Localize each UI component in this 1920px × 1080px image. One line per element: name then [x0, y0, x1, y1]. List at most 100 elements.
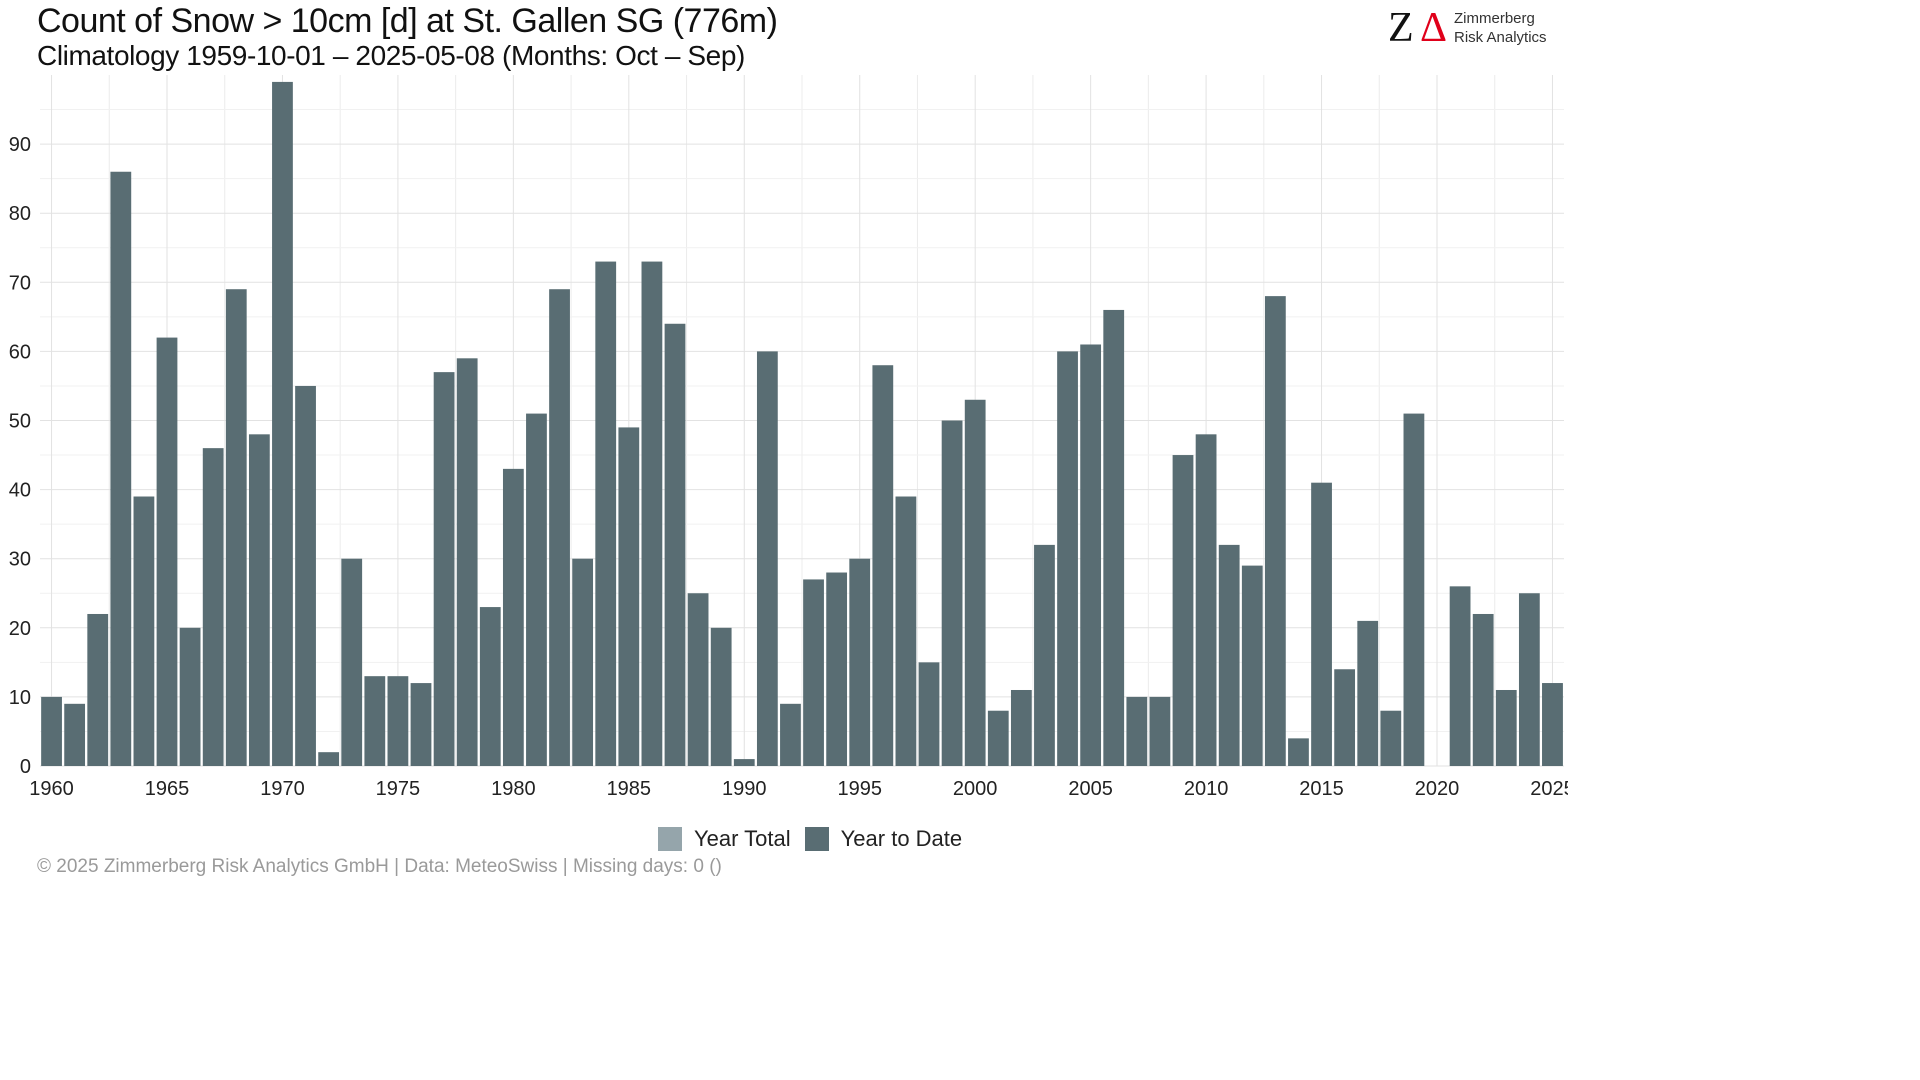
- bar-year-to-date-1966: [179, 627, 201, 766]
- y-tick-label: 40: [9, 480, 31, 502]
- bar-year-to-date-1986: [641, 261, 663, 766]
- x-tick-label: 1970: [260, 778, 305, 800]
- bar-year-to-date-2013: [1264, 296, 1286, 766]
- bar-year-to-date-1972: [318, 752, 340, 766]
- bar-year-to-date-2016: [1334, 669, 1356, 766]
- bar-year-to-date-2018: [1380, 710, 1402, 766]
- chart-subtitle: Climatology 1959-10-01 – 2025-05-08 (Mon…: [37, 40, 745, 71]
- bar-year-to-date-1982: [549, 289, 570, 766]
- bar-year-to-date-1973: [341, 558, 363, 766]
- x-tick-label: 1965: [145, 778, 190, 800]
- bar-year-to-date-2012: [1241, 565, 1263, 766]
- bar-year-to-date-2019: [1403, 413, 1425, 766]
- bar-year-to-date-1997: [895, 496, 917, 766]
- logo-name-line2: Risk Analytics: [1454, 29, 1547, 46]
- x-tick-label: 1960: [29, 778, 74, 800]
- bar-year-to-date-1961: [64, 703, 86, 766]
- bar-year-to-date-2017: [1357, 620, 1379, 766]
- x-tick-label: 1990: [722, 778, 767, 800]
- bar-year-to-date-1998: [918, 662, 940, 766]
- bar-year-to-date-1970: [272, 81, 293, 766]
- x-tick-label: 2000: [953, 778, 998, 800]
- bar-year-to-date-1984: [595, 261, 617, 766]
- bar-year-to-date-2022: [1472, 613, 1494, 766]
- bar-year-to-date-1983: [572, 558, 594, 766]
- x-tick-label: 1980: [491, 778, 536, 800]
- logo-mark: Z: [1388, 5, 1414, 51]
- bar-year-to-date-1979: [479, 607, 501, 766]
- x-tick-label: 2020: [1415, 778, 1460, 800]
- legend-item-year-total: Year Total: [658, 826, 791, 852]
- y-tick-labels: 0 10 20 30 40 50 60 70 80 90: [9, 134, 31, 778]
- bar-year-to-date-1962: [87, 613, 109, 766]
- x-tick-label: 2005: [1068, 778, 1113, 800]
- y-tick-label: 70: [9, 272, 31, 294]
- chart-title: Count of Snow > 10cm [d] at St. Gallen S…: [37, 2, 778, 40]
- bar-year-to-date-2014: [1288, 738, 1309, 766]
- bar-year-to-date-1999: [941, 420, 963, 766]
- y-tick-label: 0: [20, 756, 31, 778]
- x-tick-label: 1975: [376, 778, 421, 800]
- y-tick-label: 60: [9, 341, 31, 363]
- bars-group: [41, 81, 1563, 767]
- y-tick-label: 30: [9, 549, 31, 571]
- bar-year-to-date-2002: [1010, 689, 1032, 766]
- bar-year-to-date-2010: [1195, 434, 1217, 766]
- bar-year-to-date-2009: [1172, 455, 1194, 766]
- y-tick-label: 50: [9, 411, 31, 433]
- legend-item-year-to-date: Year to Date: [804, 826, 963, 852]
- bar-year-to-date-1978: [456, 358, 478, 766]
- bar-year-to-date-2008: [1149, 696, 1171, 766]
- bar-year-to-date-2007: [1126, 696, 1148, 766]
- bar-year-to-date-1990: [733, 759, 755, 766]
- bar-year-to-date-1967: [202, 448, 224, 766]
- bar-year-to-date-2023: [1495, 689, 1517, 766]
- bar-year-to-date-2006: [1103, 309, 1125, 766]
- bar-year-to-date-2003: [1034, 544, 1055, 766]
- bar-year-to-date-2004: [1057, 351, 1078, 766]
- y-tick-label: 90: [9, 134, 31, 156]
- legend-swatch-year-to-date: [804, 827, 829, 851]
- bar-year-to-date-1969: [248, 434, 270, 766]
- bar-year-to-date-1996: [872, 365, 894, 766]
- bar-year-to-date-1980: [502, 468, 524, 766]
- bar-year-to-date-1985: [618, 427, 640, 766]
- y-tick-label: 80: [9, 203, 31, 225]
- bar-year-to-date-1960: [41, 696, 62, 766]
- footer-credits: © 2025 Zimmerberg Risk Analytics GmbH | …: [37, 856, 722, 877]
- x-tick-label: 1985: [607, 778, 652, 800]
- legend-label-year-to-date: Year to Date: [840, 826, 963, 851]
- x-tick-label: 2010: [1184, 778, 1229, 800]
- bar-year-to-date-2024: [1518, 593, 1540, 766]
- bar-year-to-date-1992: [780, 703, 801, 766]
- bar-year-to-date-1995: [849, 558, 871, 766]
- company-logo: Z Δ Zimmerberg Risk Analytics: [1386, 6, 1556, 50]
- bar-year-to-date-2000: [964, 399, 986, 766]
- bar-year-to-date-2021: [1449, 586, 1471, 766]
- bar-year-to-date-1991: [756, 351, 778, 766]
- bar-year-to-date-1965: [156, 337, 178, 766]
- bar-year-to-date-1974: [364, 676, 386, 766]
- y-tick-label: 10: [9, 687, 31, 709]
- bar-year-to-date-1975: [387, 676, 409, 766]
- y-tick-label: 20: [9, 618, 31, 640]
- bar-year-to-date-1988: [687, 593, 709, 766]
- bar-year-to-date-2025: [1542, 683, 1563, 766]
- bar-year-to-date-1968: [225, 289, 247, 766]
- x-tick-label: 2015: [1299, 778, 1344, 800]
- x-tick-label: 1995: [837, 778, 882, 800]
- logo-delta-icon: Δ: [1420, 5, 1448, 51]
- legend-swatch-year-total: [658, 827, 682, 851]
- bar-year-to-date-2015: [1311, 482, 1332, 766]
- x-tick-label: 2025: [1530, 778, 1568, 800]
- bar-year-to-date-1971: [295, 385, 316, 766]
- bar-year-to-date-2001: [987, 710, 1009, 766]
- bar-year-to-date-1977: [433, 372, 455, 766]
- legend: Year Total Year to Date: [658, 826, 976, 852]
- bar-year-to-date-1987: [664, 323, 686, 766]
- bar-year-to-date-1981: [526, 413, 547, 766]
- bar-year-to-date-1963: [110, 171, 132, 767]
- bar-year-to-date-1976: [410, 683, 432, 766]
- bar-year-to-date-2011: [1218, 544, 1240, 766]
- bar-year-to-date-1993: [803, 579, 824, 766]
